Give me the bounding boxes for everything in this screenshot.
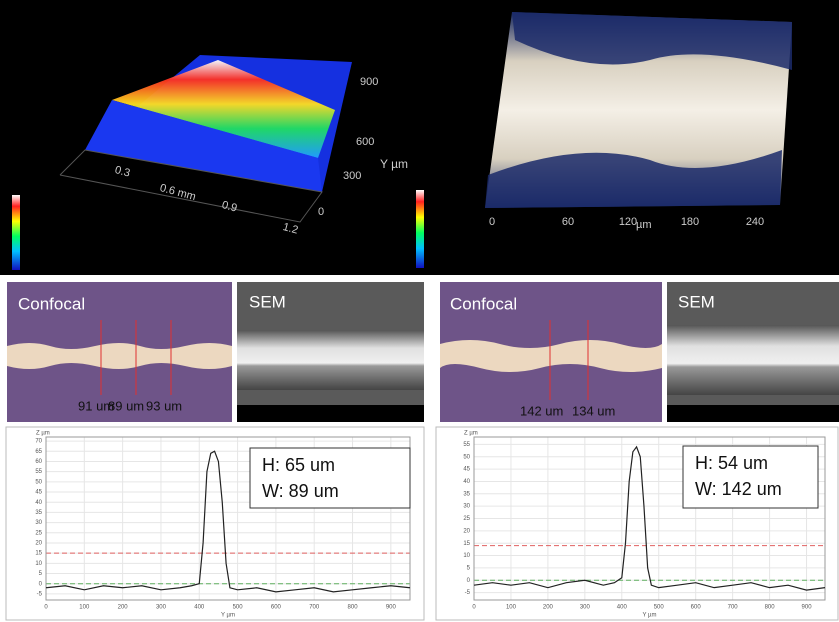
height-label: H: 65 um xyxy=(262,455,335,475)
y-tick-label: 35 xyxy=(35,510,42,516)
y-tick-label: -5 xyxy=(37,591,43,597)
x-tick-label: 120 xyxy=(619,216,637,228)
y-tick-label: 15 xyxy=(35,551,42,557)
y-tick-label: 60 xyxy=(35,459,42,465)
sem-image-right xyxy=(667,282,839,422)
y-tick-label: 5 xyxy=(39,571,43,577)
y-tick-label: 20 xyxy=(463,528,470,534)
x-tick-label: 500 xyxy=(654,605,665,611)
axis-label: Y µm xyxy=(221,613,235,619)
axis-label: µm xyxy=(636,219,652,231)
x-tick-label: 180 xyxy=(681,216,699,228)
x-tick-label: 300 xyxy=(580,605,591,611)
y-tick-label: 70 xyxy=(35,439,42,445)
x-tick-label: 900 xyxy=(802,605,813,611)
axes-frame xyxy=(473,436,826,601)
axes-frame xyxy=(45,436,411,601)
y-tick-label: 900 xyxy=(360,76,378,88)
y-tick-label: 30 xyxy=(35,520,42,526)
y-tick-label: 30 xyxy=(463,504,470,510)
x-tick-label: 0.3 xyxy=(113,164,131,180)
y-tick-label: 600 xyxy=(356,136,374,148)
axis-label: Z µm xyxy=(36,431,50,437)
x-tick-label: 800 xyxy=(348,605,359,611)
y-tick-label: 20 xyxy=(35,541,42,547)
image-label: SEM xyxy=(249,292,286,311)
x-tick-label: 800 xyxy=(765,605,776,611)
x-tick-label: 0 xyxy=(489,216,495,228)
y-tick-label: 5 xyxy=(467,565,471,571)
x-tick-label: 200 xyxy=(118,605,129,611)
x-tick-label: 700 xyxy=(309,605,320,611)
width-label: W: 89 um xyxy=(262,481,339,501)
y-tick-label: 15 xyxy=(463,541,470,547)
x-tick-label: 60 xyxy=(562,216,574,228)
y-tick-label: 25 xyxy=(35,530,42,536)
x-tick-label: 240 xyxy=(746,216,764,228)
y-tick-label: 40 xyxy=(463,479,470,485)
y-tick-label: 55 xyxy=(463,442,470,448)
width-label: 93 um xyxy=(146,398,182,413)
y-tick-label: -5 xyxy=(465,590,471,596)
axis-label: Y µm xyxy=(380,157,408,171)
profile-line xyxy=(473,445,826,591)
x-tick-label: 900 xyxy=(386,605,397,611)
annotation-box xyxy=(682,445,819,509)
x-tick-label: 100 xyxy=(506,605,517,611)
profile-line xyxy=(45,450,411,593)
image-label: Confocal xyxy=(18,294,85,313)
axis-label: Z µm xyxy=(464,431,478,437)
confocal-3d-right xyxy=(413,0,839,275)
x-tick-label: 200 xyxy=(543,605,554,611)
y-tick-label: 0 xyxy=(467,578,471,584)
confocal-3d-left xyxy=(0,0,413,275)
x-tick-label: 400 xyxy=(194,605,205,611)
y-tick-label: 40 xyxy=(35,500,42,506)
x-tick-label: 700 xyxy=(728,605,739,611)
y-tick-label: 50 xyxy=(35,479,42,485)
x-tick-label: 400 xyxy=(617,605,628,611)
x-tick-label: 600 xyxy=(691,605,702,611)
x-tick-label: 600 xyxy=(271,605,282,611)
y-tick-label: 300 xyxy=(343,170,361,182)
y-tick-label: 50 xyxy=(463,454,470,460)
y-tick-label: 0 xyxy=(39,581,43,587)
y-tick-label: 10 xyxy=(463,553,470,559)
x-tick-label: 0 xyxy=(44,605,48,611)
confocal-image-left xyxy=(7,282,232,422)
y-tick-label: 10 xyxy=(35,561,42,567)
x-tick-label: 300 xyxy=(156,605,167,611)
width-label: 91 um xyxy=(78,398,114,413)
y-tick-label: 25 xyxy=(463,516,470,522)
sem-image-left xyxy=(237,282,424,422)
y-tick-label: 35 xyxy=(463,491,470,497)
x-tick-label: 1.2 xyxy=(281,221,299,237)
image-label: SEM xyxy=(678,292,715,311)
image-label: Confocal xyxy=(450,294,517,313)
annotation-box xyxy=(249,447,411,509)
y-tick-label: 0 xyxy=(318,206,324,218)
width-label: 89 um xyxy=(108,398,144,413)
x-tick-label: 0.9 xyxy=(220,199,238,215)
x-tick-label: 0 xyxy=(472,605,476,611)
axis-label: Y µm xyxy=(642,613,656,619)
width-label: 142 um xyxy=(520,403,563,418)
x-tick-label: 500 xyxy=(233,605,244,611)
y-tick-label: 65 xyxy=(35,449,42,455)
width-label: W: 142 um xyxy=(695,479,782,499)
x-tick-label: 100 xyxy=(79,605,90,611)
width-label: 134 um xyxy=(572,403,615,418)
height-label: H: 54 um xyxy=(695,453,768,473)
y-tick-label: 45 xyxy=(35,490,42,496)
y-tick-label: 55 xyxy=(35,469,42,475)
confocal-image-right xyxy=(440,282,662,422)
y-tick-label: 45 xyxy=(463,467,470,473)
